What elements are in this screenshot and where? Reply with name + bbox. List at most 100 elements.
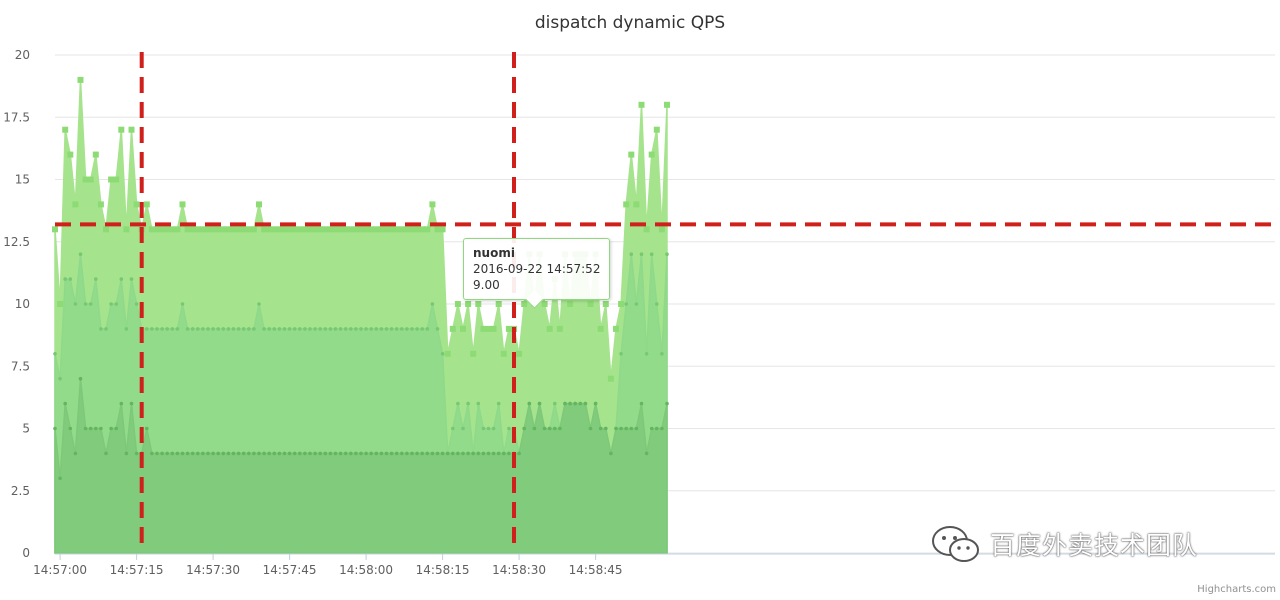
data-point[interactable] xyxy=(307,226,313,233)
data-point[interactable] xyxy=(364,327,368,331)
data-point[interactable] xyxy=(235,226,242,233)
data-point[interactable] xyxy=(129,401,134,406)
data-point[interactable] xyxy=(281,226,288,233)
data-point[interactable] xyxy=(124,451,129,456)
data-point[interactable] xyxy=(454,301,461,307)
data-point[interactable] xyxy=(425,327,430,331)
data-point[interactable] xyxy=(378,226,385,233)
data-point[interactable] xyxy=(502,451,506,456)
data-point[interactable] xyxy=(124,327,129,331)
data-point[interactable] xyxy=(164,226,171,233)
data-point[interactable] xyxy=(490,325,497,332)
data-point[interactable] xyxy=(527,401,532,406)
data-point[interactable] xyxy=(644,352,649,356)
data-point[interactable] xyxy=(109,426,113,431)
data-point[interactable] xyxy=(180,302,185,306)
data-point[interactable] xyxy=(354,451,358,456)
data-point[interactable] xyxy=(199,226,206,233)
data-point[interactable] xyxy=(155,451,159,456)
data-point[interactable] xyxy=(537,401,542,406)
data-point[interactable] xyxy=(104,451,108,456)
data-point[interactable] xyxy=(598,426,603,431)
data-point[interactable] xyxy=(368,226,375,233)
data-point[interactable] xyxy=(298,451,302,456)
data-point[interactable] xyxy=(532,426,537,431)
data-point[interactable] xyxy=(313,327,317,331)
data-point[interactable] xyxy=(660,352,664,356)
data-point[interactable] xyxy=(109,302,113,306)
data-point[interactable] xyxy=(500,350,507,357)
data-point[interactable] xyxy=(430,451,435,456)
data-point[interactable] xyxy=(247,327,251,331)
data-point[interactable] xyxy=(410,327,414,331)
data-point[interactable] xyxy=(52,226,58,233)
data-point[interactable] xyxy=(53,352,57,356)
data-point[interactable] xyxy=(624,426,628,431)
data-point[interactable] xyxy=(507,426,511,431)
data-point[interactable] xyxy=(150,451,154,456)
data-point[interactable] xyxy=(159,226,166,233)
data-point[interactable] xyxy=(82,176,89,183)
data-point[interactable] xyxy=(379,327,384,331)
data-point[interactable] xyxy=(328,451,333,456)
data-point[interactable] xyxy=(119,401,124,406)
data-point[interactable] xyxy=(429,201,436,208)
data-point[interactable] xyxy=(648,151,655,158)
data-point[interactable] xyxy=(196,327,200,331)
data-point[interactable] xyxy=(541,301,548,307)
data-point[interactable] xyxy=(593,401,598,406)
data-point[interactable] xyxy=(597,325,604,332)
data-point[interactable] xyxy=(328,327,333,331)
data-point[interactable] xyxy=(256,201,262,208)
data-point[interactable] xyxy=(201,451,205,456)
data-point[interactable] xyxy=(108,176,115,183)
data-point[interactable] xyxy=(68,426,73,431)
data-point[interactable] xyxy=(521,301,528,307)
data-point[interactable] xyxy=(352,226,359,233)
data-point[interactable] xyxy=(546,325,553,332)
data-point[interactable] xyxy=(389,327,394,331)
data-point[interactable] xyxy=(456,401,460,406)
data-point[interactable] xyxy=(318,327,323,331)
data-point[interactable] xyxy=(196,451,200,456)
data-point[interactable] xyxy=(241,451,246,456)
data-point[interactable] xyxy=(475,301,482,307)
data-point[interactable] xyxy=(282,451,287,456)
data-point[interactable] xyxy=(165,327,169,331)
data-point[interactable] xyxy=(190,451,195,456)
data-point[interactable] xyxy=(165,451,169,456)
data-point[interactable] xyxy=(364,451,368,456)
data-point[interactable] xyxy=(403,226,410,233)
data-point[interactable] xyxy=(236,327,241,331)
data-point[interactable] xyxy=(272,327,277,331)
data-point[interactable] xyxy=(216,451,220,456)
data-point[interactable] xyxy=(252,451,256,456)
data-point[interactable] xyxy=(658,226,665,233)
data-point[interactable] xyxy=(63,401,67,406)
data-point[interactable] xyxy=(323,327,328,331)
data-point[interactable] xyxy=(236,451,241,456)
data-point[interactable] xyxy=(174,226,181,233)
data-point[interactable] xyxy=(653,126,660,133)
data-point[interactable] xyxy=(169,226,176,233)
data-point[interactable] xyxy=(415,451,419,456)
data-point[interactable] xyxy=(602,301,609,307)
data-point[interactable] xyxy=(318,451,323,456)
data-point[interactable] xyxy=(415,327,419,331)
data-point[interactable] xyxy=(607,375,614,382)
data-point[interactable] xyxy=(398,226,405,233)
data-point[interactable] xyxy=(308,451,312,456)
data-point[interactable] xyxy=(624,302,628,306)
data-point[interactable] xyxy=(145,426,149,431)
data-point[interactable] xyxy=(175,327,180,331)
data-point[interactable] xyxy=(58,376,62,381)
data-point[interactable] xyxy=(567,301,574,307)
data-point[interactable] xyxy=(134,451,139,456)
data-point[interactable] xyxy=(77,76,84,83)
data-point[interactable] xyxy=(609,451,613,456)
data-point[interactable] xyxy=(655,426,659,431)
data-point[interactable] xyxy=(476,401,481,406)
data-point[interactable] xyxy=(266,226,273,233)
data-point[interactable] xyxy=(303,327,307,331)
data-point[interactable] xyxy=(231,327,236,331)
